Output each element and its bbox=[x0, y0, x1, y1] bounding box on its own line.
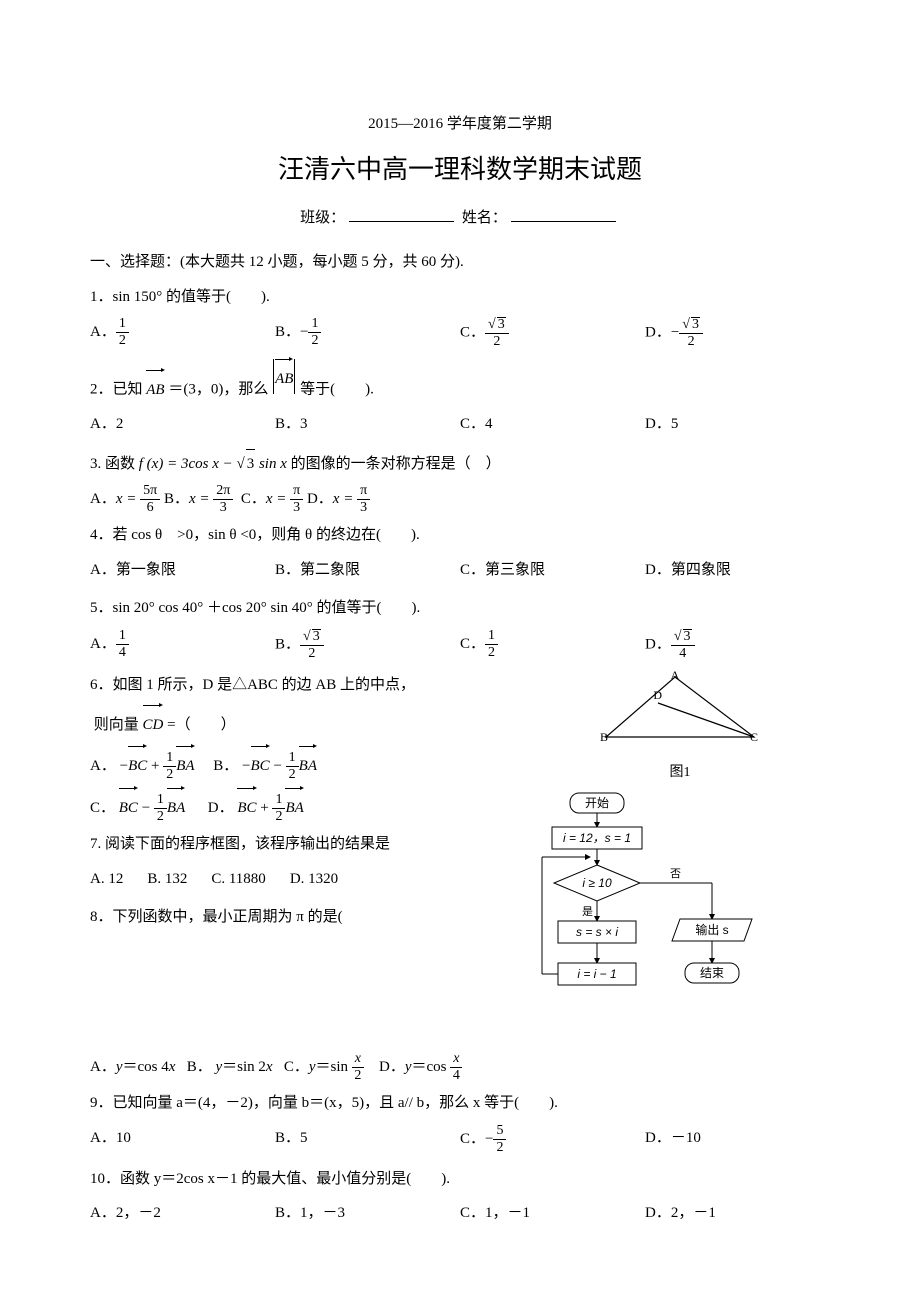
name-label: 姓名： bbox=[462, 210, 507, 226]
q10-A: A．2，－2 bbox=[90, 1199, 275, 1228]
q2-B: B．3 bbox=[275, 410, 460, 439]
class-name-row: 班级： 姓名： bbox=[90, 204, 830, 233]
q7-D: D. 1320 bbox=[290, 865, 338, 894]
q1-stem: 1．sin 150° 的值等于( ). bbox=[90, 283, 830, 312]
svg-text:s = s × i: s = s × i bbox=[576, 925, 618, 939]
section-1-head: 一、选择题：(本大题共 12 小题，每小题 5 分，共 60 分). bbox=[90, 248, 830, 277]
svg-text:B: B bbox=[600, 730, 608, 744]
q5-A: A．14 bbox=[90, 629, 275, 661]
q4-options: A．第一象限 B．第二象限 C．第三象限 D．第四象限 bbox=[90, 556, 830, 585]
svg-text:开始: 开始 bbox=[585, 796, 609, 810]
q2-A: A．2 bbox=[90, 410, 275, 439]
q4-D: D．第四象限 bbox=[645, 556, 830, 585]
page: 2015—2016 学年度第二学期 汪清六中高一理科数学期末试题 班级： 姓名：… bbox=[0, 0, 920, 1278]
q2-C: C．4 bbox=[460, 410, 645, 439]
q7-A: A. 12 bbox=[90, 865, 123, 894]
class-label: 班级： bbox=[300, 210, 345, 226]
q3-options: A．x = 5π6 B．x = 2π3 C．x = π3 D．x = π3 bbox=[90, 484, 830, 515]
q7-B: B. 132 bbox=[147, 865, 187, 894]
semester-line: 2015—2016 学年度第二学期 bbox=[90, 110, 830, 139]
q1-D: D．−√32 bbox=[645, 317, 830, 349]
q10-D: D．2，－1 bbox=[645, 1199, 830, 1228]
q4-B: B．第二象限 bbox=[275, 556, 460, 585]
q4-A: A．第一象限 bbox=[90, 556, 275, 585]
svg-text:i ≥ 10: i ≥ 10 bbox=[582, 876, 612, 890]
q5-options: A．14 B．√32 C．12 D．√34 bbox=[90, 629, 830, 661]
class-blank bbox=[349, 207, 454, 222]
q7-C: C. 11880 bbox=[211, 865, 265, 894]
triangle-figure: A D B C 图1 bbox=[530, 671, 830, 787]
q9-C: C．−52 bbox=[460, 1124, 645, 1155]
q1-A: A．12 bbox=[90, 317, 275, 349]
q10-B: B．1，－3 bbox=[275, 1199, 460, 1228]
svg-text:i = i − 1: i = i − 1 bbox=[577, 967, 616, 981]
q5-D: D．√34 bbox=[645, 629, 830, 661]
q7-options: A. 12 B. 132 C. 11880 D. 1320 bbox=[90, 865, 518, 894]
q4-C: C．第三象限 bbox=[460, 556, 645, 585]
q1-C: C．√32 bbox=[460, 317, 645, 349]
q9-options: A．10 B．5 C．−52 D．－10 bbox=[90, 1124, 830, 1155]
q9-D: D．－10 bbox=[645, 1124, 830, 1155]
svg-text:否: 否 bbox=[670, 868, 681, 880]
svg-text:是: 是 bbox=[582, 905, 593, 918]
title: 汪清六中高一理科数学期末试题 bbox=[90, 145, 830, 194]
svg-text:i = 12，s = 1: i = 12，s = 1 bbox=[563, 831, 631, 845]
q5-stem: 5．sin 20° cos 40° ＋cos 20° sin 40° 的值等于(… bbox=[90, 594, 830, 623]
svg-text:输出 s: 输出 s bbox=[695, 922, 728, 937]
q5-C: C．12 bbox=[460, 629, 645, 661]
q1-B: B．−12 bbox=[275, 317, 460, 349]
q10-options: A．2，－2 B．1，－3 C．1，－1 D．2，－1 bbox=[90, 1199, 830, 1228]
q1-options: A．12 B．−12 C．√32 D．−√32 bbox=[90, 317, 830, 349]
q2-options: A．2 B．3 C．4 D．5 bbox=[90, 410, 830, 439]
q9-A: A．10 bbox=[90, 1124, 275, 1155]
name-blank bbox=[511, 207, 616, 222]
q5-B: B．√32 bbox=[275, 629, 460, 661]
q10-stem: 10．函数 y＝2cos x－1 的最大值、最小值分别是( ). bbox=[90, 1165, 830, 1194]
svg-text:A: A bbox=[671, 671, 680, 682]
q8-options: A．y＝cos 4x B． y＝sin 2x C．y＝sin x2 D．y＝co… bbox=[90, 1052, 830, 1083]
q10-C: C．1，－1 bbox=[460, 1199, 645, 1228]
q3-stem: 3. 函数 f (x) = 3cos x − √3 sin x 的图像的一条对称… bbox=[90, 449, 830, 479]
abs-ab: AB bbox=[272, 359, 296, 394]
flowchart: 开始 i = 12，s = 1 i ≥ 10 是 s = s × i i = i… bbox=[530, 791, 780, 1041]
q2-D: D．5 bbox=[645, 410, 830, 439]
vector-ab: AB bbox=[146, 370, 164, 405]
figure-1-label: 图1 bbox=[530, 760, 830, 787]
q4-stem: 4．若 cos θ >0，sin θ <0，则角 θ 的终边在( ). bbox=[90, 521, 830, 550]
svg-text:D: D bbox=[653, 688, 662, 702]
q2-stem: 2．已知 AB ＝(3，0)，那么 AB 等于( ). bbox=[90, 359, 830, 404]
diagram-block: A D B C 图1 开始 i = 12，s = 1 i ≥ 10 bbox=[530, 671, 830, 1052]
svg-text:C: C bbox=[750, 730, 758, 744]
svg-text:结束: 结束 bbox=[700, 966, 724, 980]
q9-B: B．5 bbox=[275, 1124, 460, 1155]
q9-stem: 9．已知向量 a＝(4，－2)，向量 b＝(x，5)，且 a// b，那么 x … bbox=[90, 1089, 830, 1118]
